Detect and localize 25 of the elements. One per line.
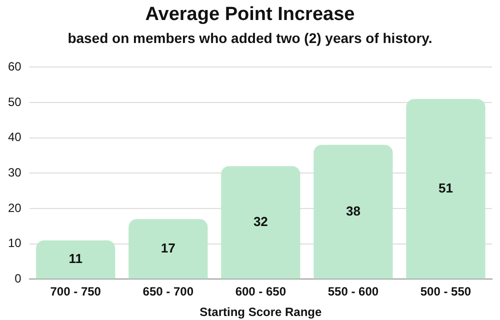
bar bbox=[314, 144, 393, 279]
bar bbox=[221, 166, 300, 279]
data-label: 32 bbox=[253, 214, 268, 229]
x-tick-label: 550 - 600 bbox=[328, 284, 379, 299]
data-label: 11 bbox=[68, 251, 82, 266]
chart-title: Average Point Increase bbox=[144, 4, 356, 26]
bar bbox=[128, 219, 208, 279]
y-tick-label: 50 bbox=[8, 94, 22, 109]
y-tick-label: 40 bbox=[8, 130, 22, 144]
x-tick-label: 500 - 550 bbox=[420, 284, 472, 299]
bar bbox=[36, 240, 116, 279]
y-tick-label: 10 bbox=[8, 236, 22, 250]
data-label: 17 bbox=[160, 240, 176, 256]
data-label: 38 bbox=[346, 203, 360, 218]
x-tick-label: 600 - 650 bbox=[235, 284, 286, 299]
chart-subtitle: based on members who added two (2) years of history. bbox=[66, 30, 434, 46]
y-tick-label: 30 bbox=[8, 166, 22, 180]
x-tick-label: 650 - 700 bbox=[142, 284, 194, 299]
x-axis-title: Starting Score Range bbox=[200, 305, 322, 320]
data-label: 51 bbox=[438, 180, 453, 196]
y-tick-label: 60 bbox=[8, 60, 22, 74]
bar bbox=[406, 99, 486, 279]
y-tick-label: 0 bbox=[14, 272, 22, 286]
y-tick-label: 20 bbox=[8, 200, 22, 215]
x-tick-label: 700 - 750 bbox=[50, 284, 102, 299]
